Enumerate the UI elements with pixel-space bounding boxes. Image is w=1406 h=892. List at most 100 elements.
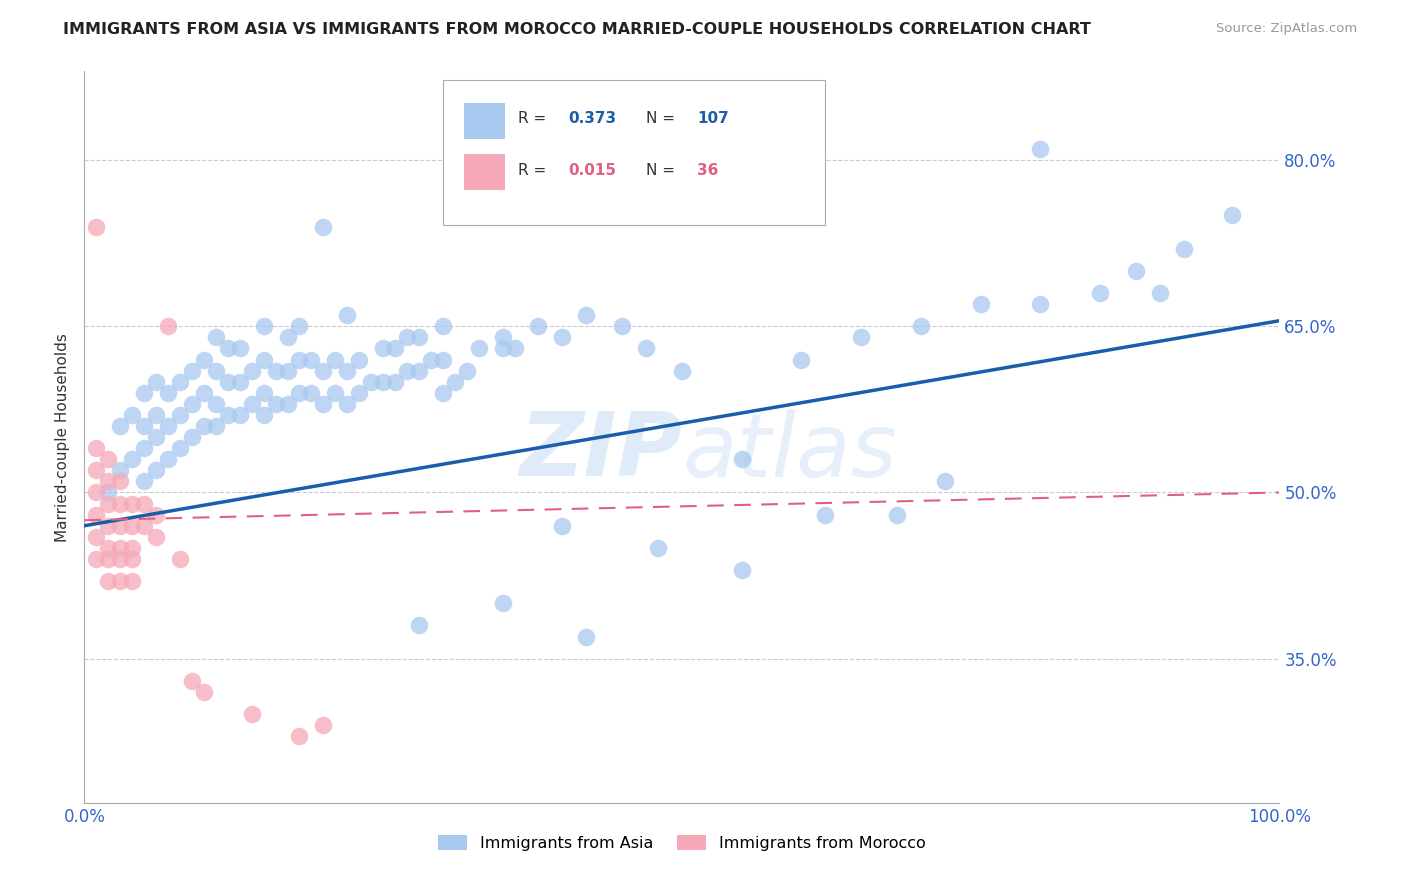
Legend: Immigrants from Asia, Immigrants from Morocco: Immigrants from Asia, Immigrants from Mo… xyxy=(432,828,932,857)
Point xyxy=(384,375,406,389)
Point xyxy=(934,475,956,489)
Point xyxy=(312,363,335,377)
FancyBboxPatch shape xyxy=(464,154,505,190)
Point xyxy=(132,518,156,533)
Point xyxy=(97,541,120,555)
Point xyxy=(110,541,132,555)
Point xyxy=(288,352,311,367)
Point xyxy=(121,452,143,467)
Point xyxy=(240,363,263,377)
Point xyxy=(1220,209,1243,223)
Point xyxy=(851,330,873,344)
Text: atlas: atlas xyxy=(682,409,897,495)
Point xyxy=(145,430,167,444)
Point xyxy=(240,397,263,411)
Point xyxy=(132,441,156,455)
Point xyxy=(157,419,180,434)
Point xyxy=(132,497,156,511)
FancyBboxPatch shape xyxy=(464,103,505,138)
Point xyxy=(229,375,252,389)
Point xyxy=(325,352,347,367)
Point xyxy=(910,319,932,334)
Point xyxy=(193,352,215,367)
Point xyxy=(886,508,908,522)
Point xyxy=(110,419,132,434)
Point xyxy=(277,397,299,411)
Point xyxy=(492,330,515,344)
Point xyxy=(217,342,239,356)
Point xyxy=(169,408,191,422)
Point xyxy=(157,319,180,334)
Point xyxy=(1029,297,1052,311)
Point xyxy=(444,375,467,389)
Point xyxy=(396,363,419,377)
Point xyxy=(217,375,239,389)
Point xyxy=(110,497,132,511)
Point xyxy=(181,363,204,377)
Point xyxy=(1029,142,1052,156)
Point xyxy=(169,552,191,566)
Point xyxy=(264,397,287,411)
Point xyxy=(193,385,215,400)
Point xyxy=(205,419,228,434)
Point xyxy=(325,385,347,400)
Point xyxy=(169,375,191,389)
Text: ZIP: ZIP xyxy=(519,409,682,495)
Point xyxy=(636,342,658,356)
Point xyxy=(288,319,311,334)
Text: N =: N = xyxy=(647,162,681,178)
Point xyxy=(527,319,550,334)
Point xyxy=(312,219,335,234)
Point xyxy=(157,385,180,400)
Point xyxy=(731,563,754,577)
FancyBboxPatch shape xyxy=(443,80,825,225)
Point xyxy=(110,463,132,477)
Point xyxy=(1149,285,1171,300)
Point xyxy=(277,330,299,344)
Point xyxy=(336,308,359,322)
Point xyxy=(132,475,156,489)
Point xyxy=(145,408,167,422)
Point xyxy=(384,342,406,356)
Point xyxy=(132,419,156,434)
Point xyxy=(145,508,167,522)
Text: R =: R = xyxy=(519,162,551,178)
Point xyxy=(301,352,323,367)
Point xyxy=(671,363,693,377)
Point xyxy=(110,552,132,566)
Point xyxy=(492,342,515,356)
Point xyxy=(110,574,132,589)
Point xyxy=(790,352,813,367)
Point xyxy=(97,552,120,566)
Point xyxy=(814,508,837,522)
Point xyxy=(373,342,395,356)
Point xyxy=(132,385,156,400)
Point xyxy=(145,463,167,477)
Point xyxy=(408,330,430,344)
Point xyxy=(86,508,108,522)
Point xyxy=(360,375,382,389)
Point xyxy=(503,342,526,356)
Point xyxy=(373,375,395,389)
Point xyxy=(288,385,311,400)
Point xyxy=(253,385,276,400)
Point xyxy=(432,385,454,400)
Point xyxy=(1173,242,1195,256)
Point xyxy=(181,673,204,688)
Point xyxy=(229,342,252,356)
Point xyxy=(145,375,167,389)
Point xyxy=(86,485,108,500)
Point xyxy=(396,330,419,344)
Point xyxy=(336,397,359,411)
Point xyxy=(110,475,132,489)
Point xyxy=(157,452,180,467)
Point xyxy=(432,319,454,334)
Text: R =: R = xyxy=(519,112,551,127)
Text: N =: N = xyxy=(647,112,681,127)
Point xyxy=(97,475,120,489)
Point xyxy=(612,319,634,334)
Point xyxy=(121,408,143,422)
Point xyxy=(575,630,598,644)
Point xyxy=(731,452,754,467)
Point xyxy=(229,408,252,422)
